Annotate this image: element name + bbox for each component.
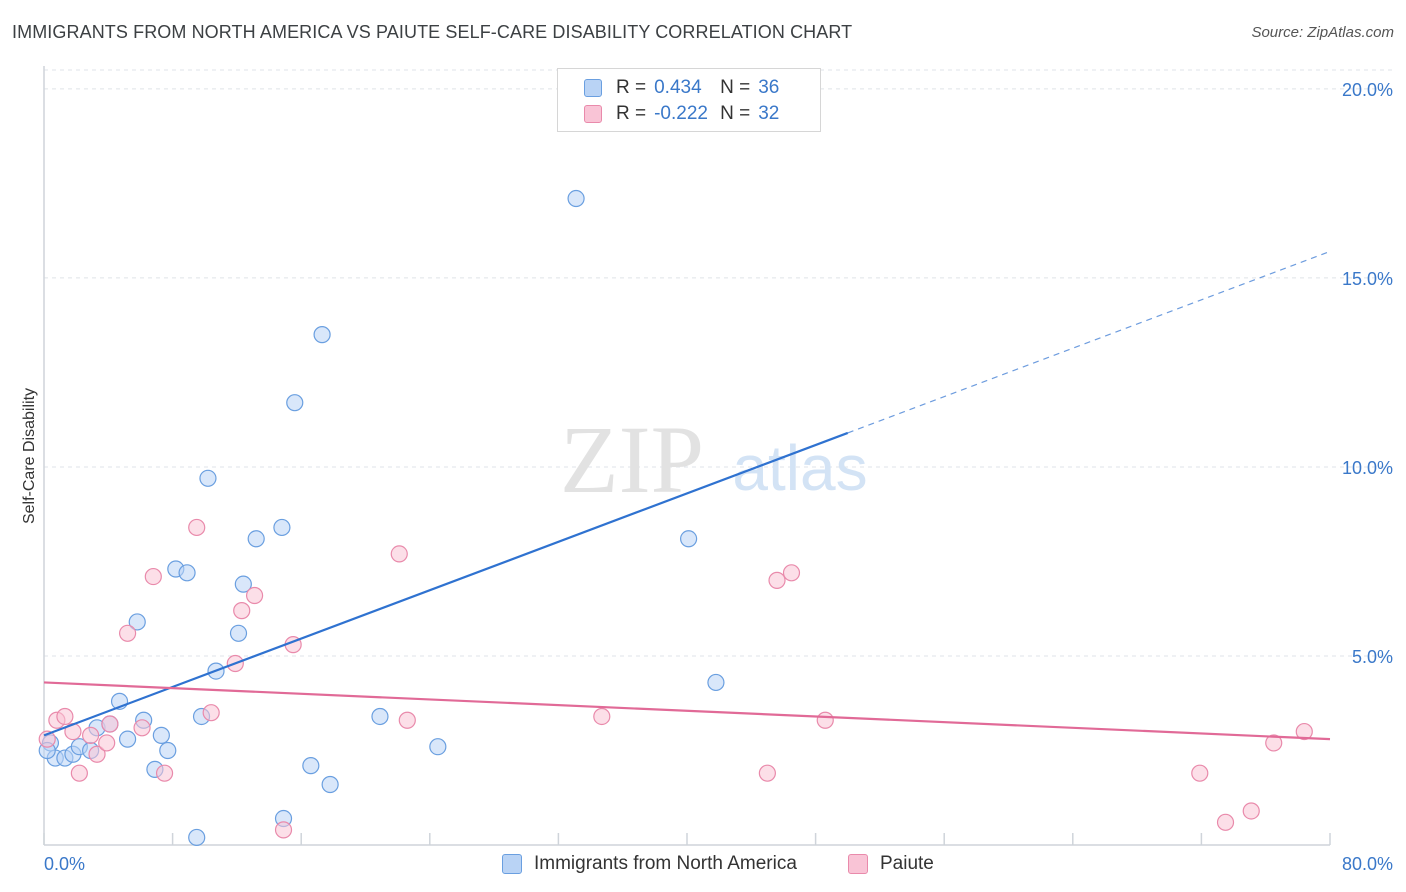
point-paiute xyxy=(1242,802,1260,820)
legend-swatch-blue xyxy=(584,79,602,97)
point-paiute xyxy=(390,545,408,563)
trend-line-immigrants-extension xyxy=(847,250,1331,434)
point-immigrants-north-america xyxy=(152,726,170,744)
point-paiute xyxy=(245,586,264,605)
point-immigrants-north-america xyxy=(118,730,137,748)
source-label: Source: ZipAtlas.com xyxy=(1251,24,1394,41)
point-paiute xyxy=(101,715,119,733)
point-paiute xyxy=(56,707,74,726)
legend-series1-label: Immigrants from North America xyxy=(534,853,797,874)
point-paiute xyxy=(1191,764,1209,782)
scatter-points xyxy=(38,189,1313,847)
point-paiute xyxy=(398,711,416,729)
point-immigrants-north-america xyxy=(313,326,331,344)
trend-line-immigrants xyxy=(43,431,849,737)
legend-n-label: N = xyxy=(720,77,751,98)
point-paiute xyxy=(133,719,151,737)
stats-legend: R = 0.434 N = 36 R = -0.222 N = 32 xyxy=(557,68,821,132)
legend-swatch-pink xyxy=(848,854,868,874)
y-axis-label: Self-Care Disability xyxy=(21,388,38,524)
point-paiute xyxy=(82,726,100,744)
point-immigrants-north-america xyxy=(273,518,291,537)
gridlines xyxy=(44,69,1392,657)
point-paiute xyxy=(88,745,106,763)
legend-swatch-pink xyxy=(584,105,602,123)
point-immigrants-north-america xyxy=(234,575,252,593)
point-paiute xyxy=(188,518,206,537)
point-paiute xyxy=(70,764,88,782)
point-paiute xyxy=(758,764,776,782)
legend-n-label: N = xyxy=(720,103,751,124)
legend-r-value: -0.222 xyxy=(654,103,708,124)
point-immigrants-north-america xyxy=(199,469,217,487)
point-paiute xyxy=(1216,813,1235,831)
legend-r-value: 0.434 xyxy=(654,77,702,98)
y-tick-label: 5.0% xyxy=(1352,647,1393,667)
axes xyxy=(43,66,1331,846)
point-paiute xyxy=(144,567,162,586)
y-tick-label: 20.0% xyxy=(1342,80,1393,100)
point-immigrants-north-america xyxy=(286,394,304,412)
point-paiute xyxy=(118,624,137,642)
point-immigrants-north-america xyxy=(188,828,206,847)
legend-row-series2: R = -0.222 N = 32 xyxy=(584,103,779,125)
bottom-legend-series2: Paiute xyxy=(848,852,934,876)
tick-labels: 5.0% 10.0% 15.0% 20.0% 0.0% 80.0% xyxy=(44,80,1393,874)
point-immigrants-north-america xyxy=(567,189,585,208)
legend-n-value: 32 xyxy=(758,103,780,124)
point-paiute xyxy=(202,704,220,722)
point-immigrants-north-america xyxy=(159,741,177,760)
point-immigrants-north-america xyxy=(247,530,265,548)
watermark-zip: ZIP xyxy=(560,406,704,513)
x-tick-label: 80.0% xyxy=(1342,854,1393,874)
chart-title: IMMIGRANTS FROM NORTH AMERICA VS PAIUTE … xyxy=(12,22,853,42)
legend-r-label: R = xyxy=(616,77,647,98)
point-immigrants-north-america xyxy=(178,564,196,582)
point-immigrants-north-america xyxy=(321,775,339,794)
point-immigrants-north-america xyxy=(371,707,389,726)
point-immigrants-north-america xyxy=(302,757,320,775)
point-paiute xyxy=(1265,734,1283,752)
bottom-legend-series1: Immigrants from North America xyxy=(502,852,797,876)
trend-line-paiute xyxy=(43,681,1331,741)
point-paiute xyxy=(1295,722,1313,741)
point-immigrants-north-america xyxy=(680,530,698,548)
point-paiute xyxy=(155,764,174,782)
point-paiute xyxy=(274,821,293,839)
legend-n-value: 36 xyxy=(758,77,780,98)
trend-lines xyxy=(43,250,1331,741)
y-tick-label: 10.0% xyxy=(1342,458,1393,478)
point-paiute xyxy=(98,734,116,752)
point-paiute xyxy=(768,571,786,589)
legend-r-label: R = xyxy=(616,103,647,124)
point-paiute xyxy=(233,602,251,620)
point-immigrants-north-america xyxy=(229,624,248,642)
point-paiute xyxy=(38,730,56,748)
x-tick-label: 0.0% xyxy=(44,854,85,874)
watermark: ZIP atlas xyxy=(560,406,868,513)
y-tick-label: 15.0% xyxy=(1342,269,1393,289)
point-immigrants-north-america xyxy=(707,673,725,692)
point-paiute xyxy=(593,707,611,726)
point-paiute xyxy=(816,711,834,729)
point-immigrants-north-america xyxy=(128,613,146,631)
legend-series2-label: Paiute xyxy=(880,853,934,874)
point-paiute xyxy=(782,564,801,582)
legend-swatch-blue xyxy=(502,854,522,874)
point-immigrants-north-america xyxy=(429,738,447,756)
legend-row-series1: R = 0.434 N = 36 xyxy=(584,77,779,99)
